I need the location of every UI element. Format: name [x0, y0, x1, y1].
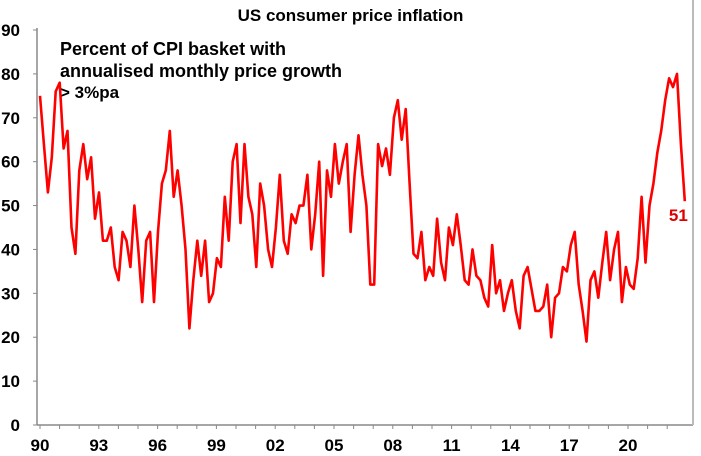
y-tick-label: 60	[1, 153, 20, 172]
annotation-line-2: annualised monthly price growth	[60, 61, 343, 81]
x-tick-label: 17	[560, 436, 579, 455]
y-tick-label: 10	[1, 372, 20, 391]
annotation-line-1: Percent of CPI basket with	[60, 39, 287, 59]
x-tick-label: 96	[148, 436, 167, 455]
x-tick-label: 08	[383, 436, 402, 455]
y-tick-label: 30	[1, 284, 20, 303]
x-tick-label: 14	[501, 436, 520, 455]
end-value-label: 51	[669, 206, 688, 225]
x-tick-label: 11	[443, 436, 461, 455]
y-tick-label: 20	[1, 328, 20, 347]
x-tick-label: 02	[266, 436, 285, 455]
y-tick-label: 90	[1, 21, 20, 40]
y-tick-label: 40	[1, 240, 20, 259]
y-tick-label: 50	[1, 197, 20, 216]
x-tick-label: 05	[325, 436, 344, 455]
chart-annotation: Percent of CPI basket with annualised mo…	[60, 38, 342, 104]
chart-title: US consumer price inflation	[237, 6, 464, 25]
x-tick-label: 20	[619, 436, 638, 455]
y-tick-label: 70	[1, 109, 20, 128]
x-tick-label: 93	[89, 436, 108, 455]
series-line	[38, 72, 687, 343]
annotation-line-3: > 3%pa	[60, 83, 120, 102]
x-tick-label: 99	[207, 436, 226, 455]
x-tick-label: 90	[31, 436, 50, 455]
y-tick-label: 80	[1, 65, 20, 84]
y-tick-label: 0	[11, 416, 20, 435]
